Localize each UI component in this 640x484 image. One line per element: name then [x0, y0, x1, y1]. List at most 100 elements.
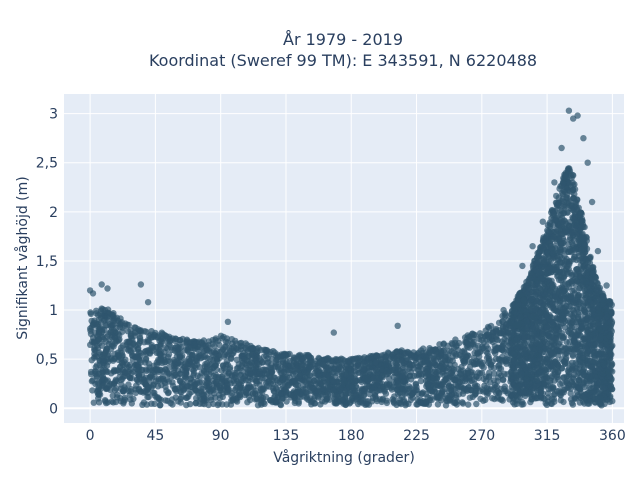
data-point	[194, 362, 200, 368]
data-point	[432, 348, 438, 354]
data-point	[348, 366, 354, 372]
data-point	[541, 258, 547, 264]
data-point	[540, 245, 546, 251]
data-point	[217, 385, 223, 391]
data-point	[224, 339, 230, 345]
data-point	[150, 382, 156, 388]
data-point	[418, 378, 424, 384]
data-point	[546, 229, 552, 235]
data-point	[320, 361, 326, 367]
data-point	[373, 367, 379, 373]
data-point	[349, 384, 355, 390]
data-point	[569, 278, 575, 284]
data-point	[538, 275, 544, 281]
data-point	[100, 373, 106, 379]
data-point	[219, 374, 225, 380]
data-point	[201, 337, 207, 343]
data-point	[157, 343, 163, 349]
data-point	[105, 377, 111, 383]
data-point	[176, 354, 182, 360]
data-point	[503, 361, 509, 367]
data-point	[557, 207, 563, 213]
data-point	[247, 397, 253, 403]
data-point	[529, 396, 535, 402]
data-point	[321, 386, 327, 392]
data-point	[503, 333, 509, 339]
data-point	[202, 361, 208, 367]
data-point	[550, 221, 556, 227]
data-point	[540, 234, 546, 240]
data-point	[213, 379, 219, 385]
data-point	[288, 362, 294, 368]
chart-title-line2: Koordinat (Sweref 99 TM): E 343591, N 62…	[149, 51, 537, 70]
data-point	[391, 355, 397, 361]
data-point	[528, 372, 534, 378]
data-point	[391, 397, 397, 403]
data-point	[264, 359, 270, 365]
data-point	[261, 353, 267, 359]
data-point	[371, 385, 377, 391]
data-point	[268, 367, 274, 373]
data-point	[98, 307, 104, 313]
data-point	[484, 355, 490, 361]
data-point	[462, 339, 468, 345]
data-point	[129, 400, 135, 406]
data-point	[206, 383, 212, 389]
data-point	[447, 397, 453, 403]
data-point	[557, 221, 563, 227]
data-point	[151, 390, 157, 396]
data-point	[96, 399, 102, 405]
data-point	[405, 349, 411, 355]
data-point	[102, 397, 108, 403]
data-point	[507, 341, 513, 347]
data-point	[576, 286, 582, 292]
data-point	[581, 372, 587, 378]
data-point	[609, 342, 615, 348]
data-point	[144, 383, 150, 389]
data-point	[574, 304, 580, 310]
data-point	[581, 392, 587, 398]
data-point	[534, 291, 540, 297]
data-point	[460, 400, 466, 406]
data-point	[566, 303, 572, 309]
data-point	[560, 270, 566, 276]
data-point	[473, 401, 479, 407]
data-point	[118, 355, 124, 361]
data-point	[558, 333, 564, 339]
data-point	[166, 378, 172, 384]
data-point	[89, 387, 95, 393]
data-point	[178, 344, 184, 350]
data-point	[124, 339, 130, 345]
data-point	[532, 306, 538, 312]
data-point	[537, 270, 543, 276]
data-point	[556, 277, 562, 283]
data-point	[576, 385, 582, 391]
data-point	[450, 358, 456, 364]
data-point	[573, 223, 579, 229]
data-point	[475, 350, 481, 356]
data-point	[575, 293, 581, 299]
data-point	[240, 350, 246, 356]
data-point	[565, 198, 571, 204]
data-point	[172, 386, 178, 392]
data-point	[561, 374, 567, 380]
data-point	[605, 367, 611, 373]
data-point	[94, 373, 100, 379]
data-point	[224, 401, 230, 407]
data-point	[427, 388, 433, 394]
data-point	[545, 364, 551, 370]
data-point	[154, 367, 160, 373]
data-point	[583, 350, 589, 356]
data-point	[184, 395, 190, 401]
data-point	[533, 298, 539, 304]
data-point	[606, 373, 612, 379]
data-point	[500, 377, 506, 383]
data-point	[108, 323, 114, 329]
data-point	[502, 388, 508, 394]
data-point	[455, 383, 461, 389]
data-point	[531, 345, 537, 351]
data-point	[593, 295, 599, 301]
data-point	[544, 313, 550, 319]
data-point	[337, 385, 343, 391]
